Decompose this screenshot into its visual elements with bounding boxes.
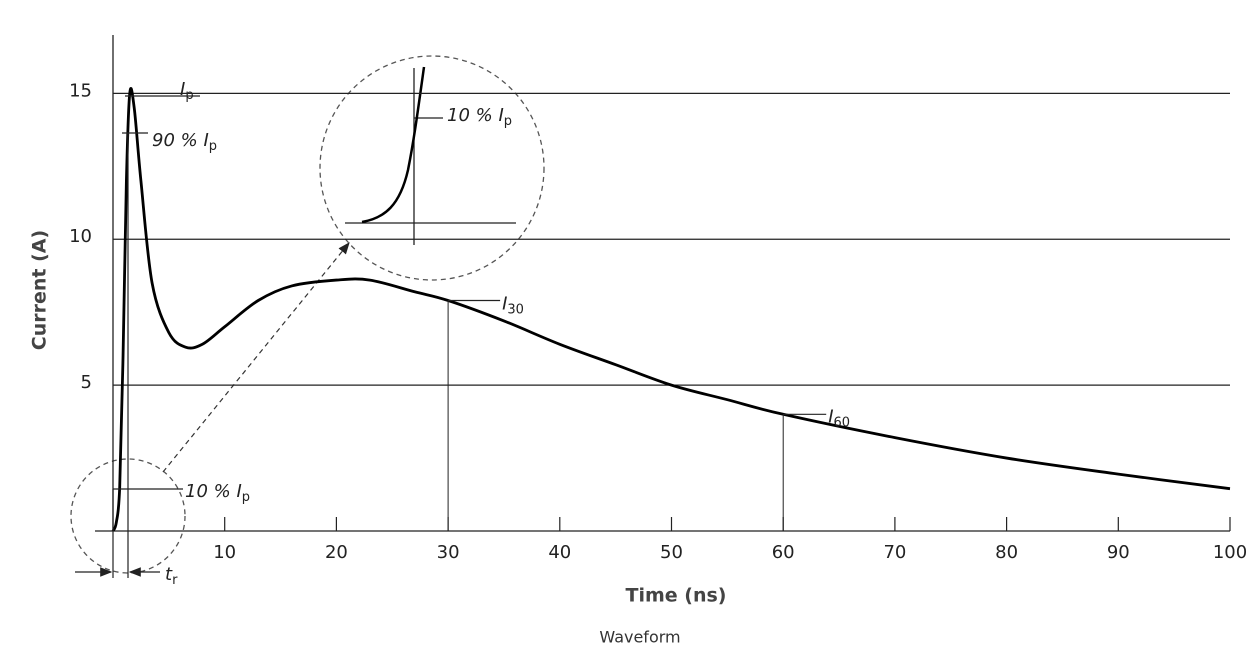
- annotation: 90 % Ip: [152, 130, 217, 154]
- waveform-line: [111, 87, 1231, 532]
- annotation-sub: p: [242, 490, 250, 505]
- annotation-text: I: [180, 79, 185, 100]
- zoom-circle: [319, 55, 545, 281]
- x-tick-label: 50: [660, 542, 683, 563]
- annotation-text: I: [828, 406, 833, 427]
- annotation-text: 90 % I: [152, 130, 209, 151]
- annotation-sub: 60: [834, 415, 851, 430]
- y-tick-label: 10: [69, 226, 92, 247]
- zoom-curve: [361, 66, 426, 224]
- annotation: 10 % Ip: [185, 481, 250, 505]
- x-tick-label: 100: [1213, 542, 1247, 563]
- y-axis-title: Current (A): [29, 230, 51, 350]
- x-axis-title: Time (ns): [626, 585, 727, 607]
- x-tick-label: 20: [325, 542, 348, 563]
- annotation-text: 10 % I: [447, 105, 504, 126]
- annotation-text: t: [165, 564, 173, 585]
- y-tick-label: 15: [69, 80, 92, 101]
- x-tick-label: 80: [995, 542, 1018, 563]
- annotation: I60: [828, 406, 850, 430]
- x-tick-label: 70: [883, 542, 906, 563]
- annotation-sub: p: [185, 88, 193, 103]
- annotation-text: 10 % I: [185, 481, 242, 502]
- x-tick-label: 90: [1107, 542, 1130, 563]
- zoom-arrow: [162, 242, 350, 473]
- annotation: tr: [165, 564, 178, 588]
- x-tick-label: 30: [437, 542, 460, 563]
- annotation: I30: [502, 294, 524, 318]
- annotation-sub: p: [504, 114, 512, 129]
- zoom-source-circle: [70, 458, 186, 574]
- annotation: Ip: [180, 79, 194, 103]
- annotation: 10 % Ip: [447, 105, 512, 129]
- x-tick-label: 60: [772, 542, 795, 563]
- x-tick-label: 40: [548, 542, 571, 563]
- x-tick-label: 10: [213, 542, 236, 563]
- annotation-sub: r: [172, 573, 178, 588]
- annotation-sub: p: [209, 139, 217, 154]
- annotation-text: I: [502, 294, 507, 315]
- caption: Waveform: [599, 628, 680, 647]
- annotation-sub: 30: [507, 302, 524, 317]
- y-tick-label: 5: [81, 372, 92, 393]
